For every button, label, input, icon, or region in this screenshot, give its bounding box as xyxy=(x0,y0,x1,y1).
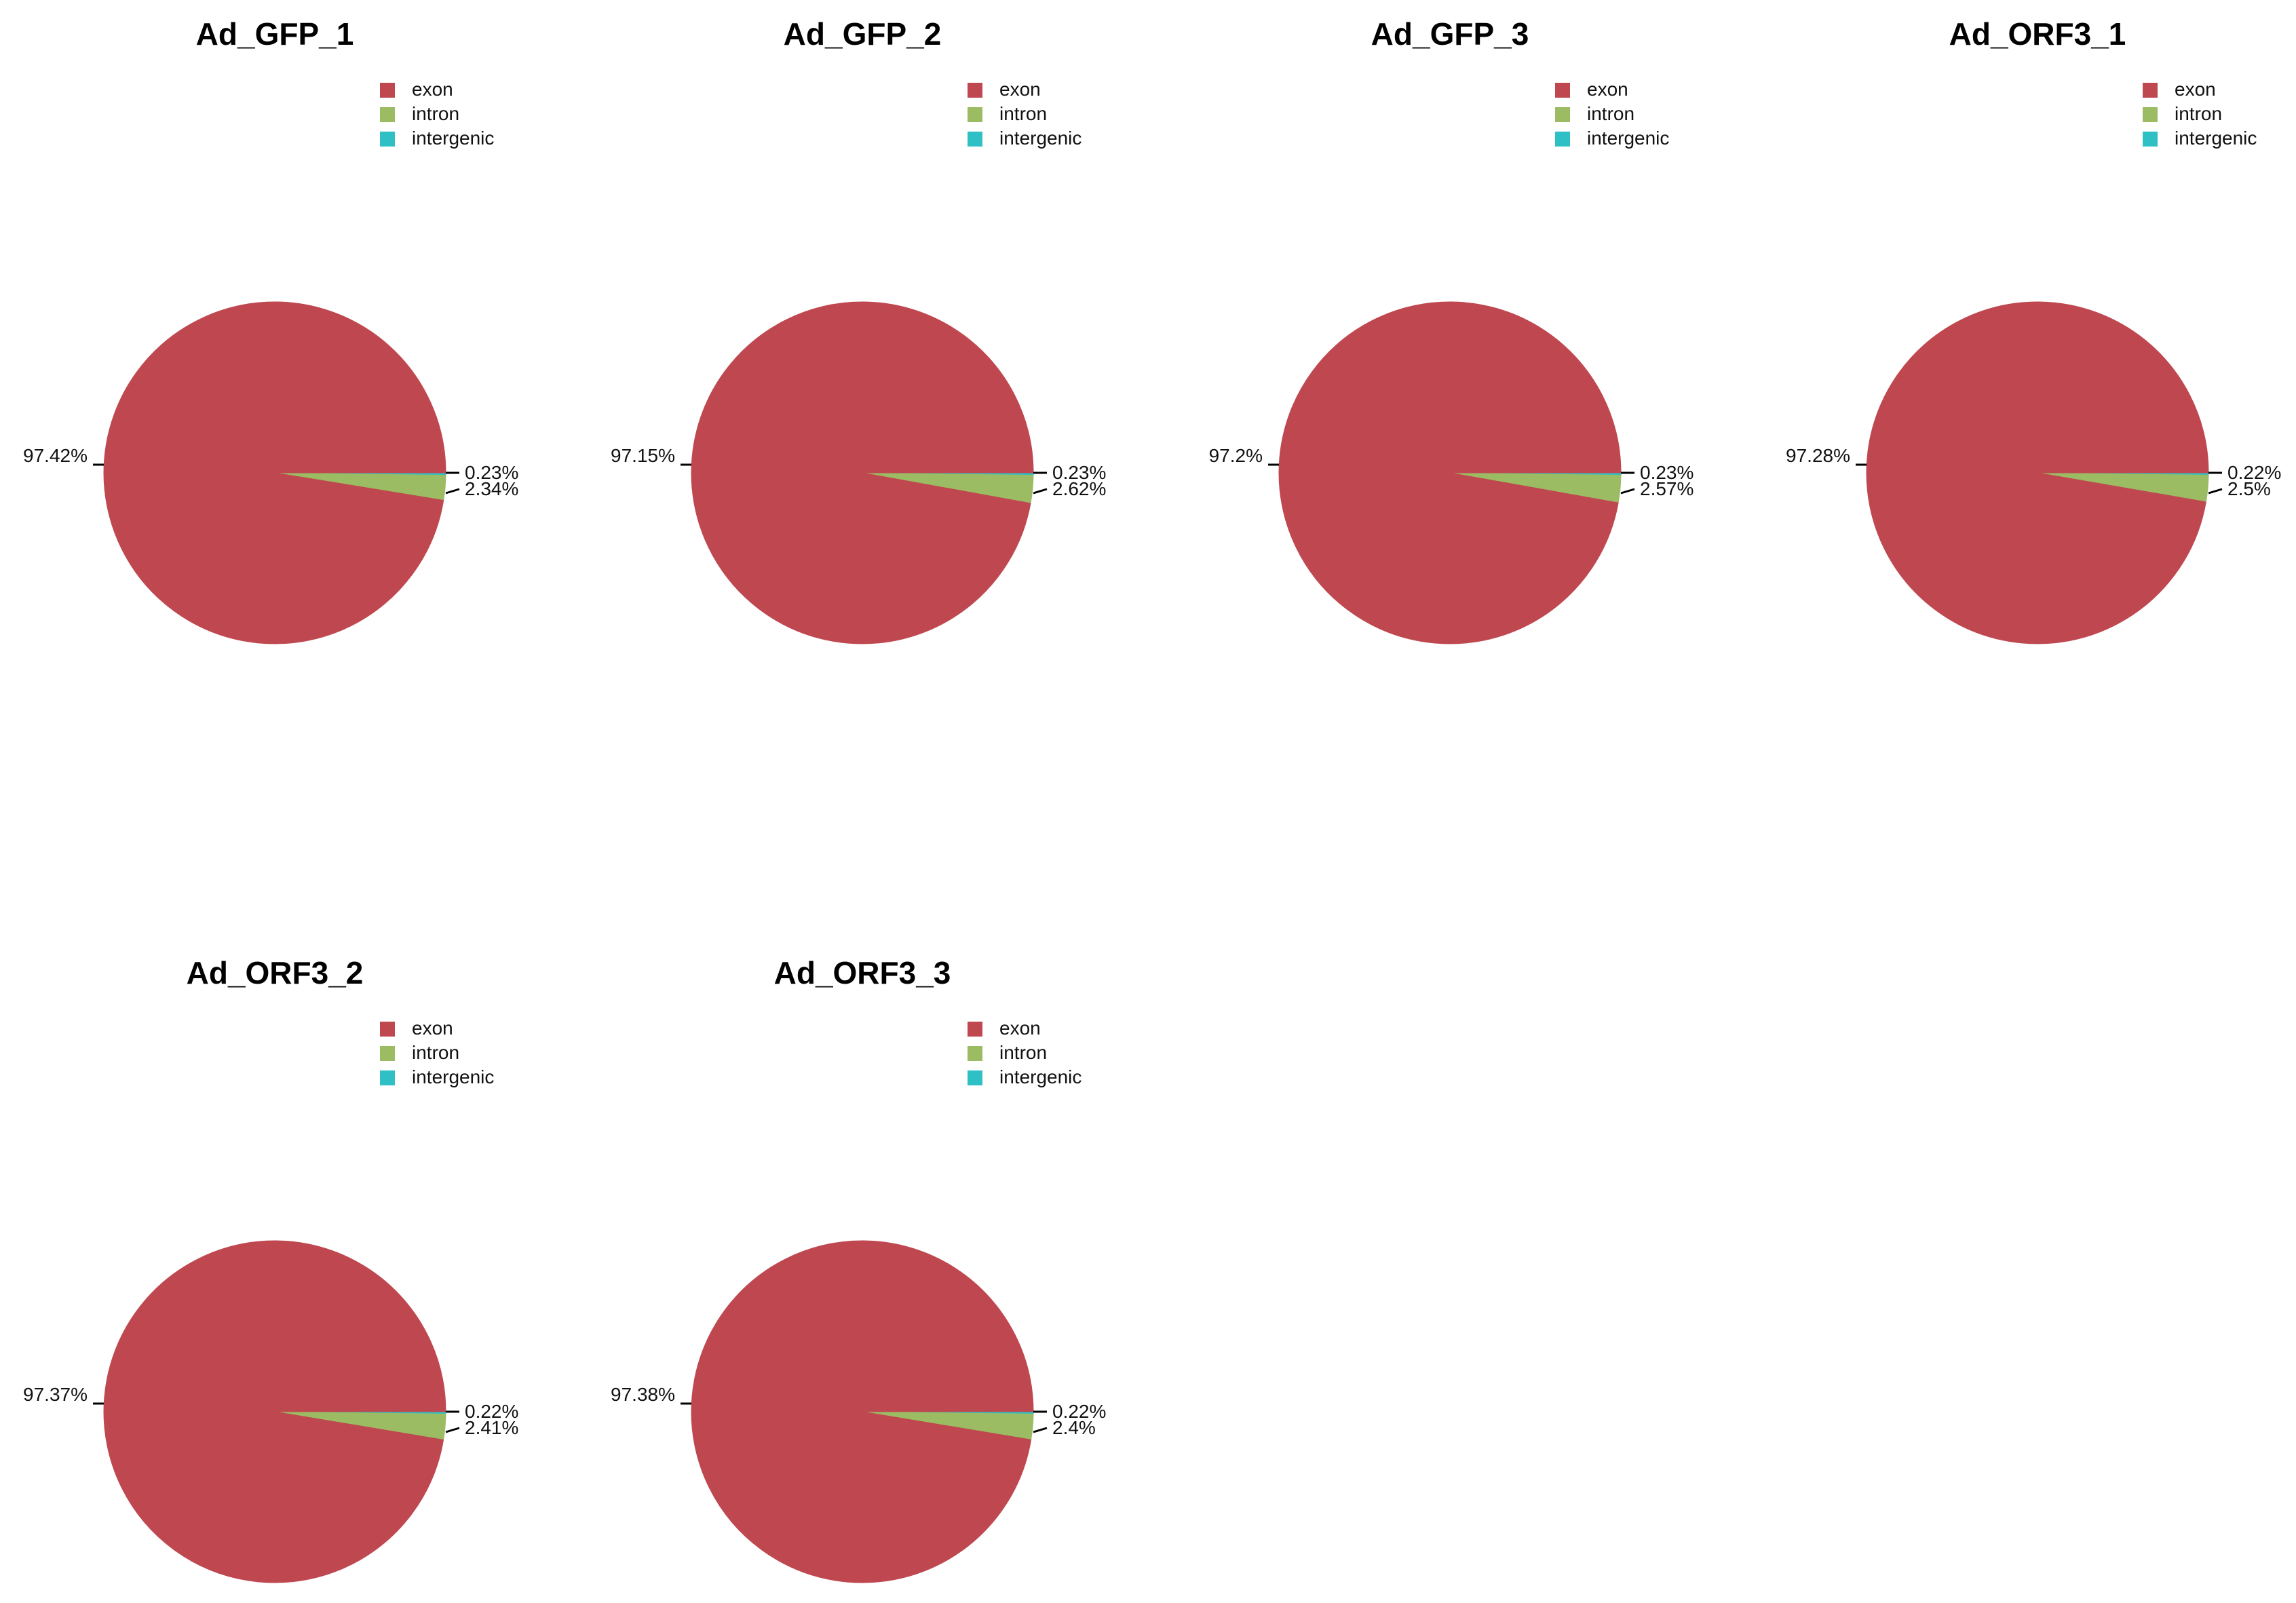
legend-swatch-intergenic xyxy=(2143,132,2158,147)
legend-label-intron: intron xyxy=(999,1042,1047,1063)
legend-swatch-intergenic xyxy=(968,132,982,147)
leader-line-intron xyxy=(1620,488,1635,495)
legend-label-exon: exon xyxy=(1587,79,1628,100)
legend-label-intergenic: intergenic xyxy=(412,128,494,149)
legend-swatch-intergenic xyxy=(380,132,395,147)
pie-slice-exon xyxy=(1866,301,2209,644)
chart-title: Ad_ORF3_2 xyxy=(187,955,364,990)
legend-label-intergenic: intergenic xyxy=(412,1066,494,1087)
pct-label-exon: 97.15% xyxy=(611,445,675,466)
pct-label-exon: 97.37% xyxy=(23,1384,88,1405)
pct-label-intergenic: 0.23% xyxy=(465,462,518,483)
chart-title: Ad_ORF3_3 xyxy=(774,955,951,990)
legend-swatch-exon xyxy=(968,83,982,98)
pct-label-intergenic: 0.23% xyxy=(1052,462,1106,483)
leader-line-intron xyxy=(1033,1427,1048,1433)
legend-label-exon: exon xyxy=(999,79,1041,100)
legend-label-exon: exon xyxy=(999,1018,1041,1039)
legend-swatch-intron xyxy=(380,107,395,122)
pie-slice-exon xyxy=(103,1240,446,1583)
pct-label-intron: 2.5% xyxy=(2227,478,2271,499)
legend-swatch-intergenic xyxy=(968,1070,982,1085)
legend-swatch-intron xyxy=(2143,107,2158,122)
chart-title: Ad_GFP_3 xyxy=(1371,16,1529,52)
pct-label-intron: 2.57% xyxy=(1640,478,1694,499)
legend-swatch-intergenic xyxy=(380,1070,395,1085)
leader-line-intron xyxy=(2208,488,2223,495)
legend-swatch-exon xyxy=(968,1022,982,1037)
leader-line-intron xyxy=(1033,488,1048,495)
legend-label-exon: exon xyxy=(2175,79,2216,100)
chart-title: Ad_GFP_1 xyxy=(196,16,354,52)
legend-label-exon: exon xyxy=(412,1018,453,1039)
legend-label-intron: intron xyxy=(1587,103,1634,124)
legend-swatch-intron xyxy=(380,1046,395,1061)
pie-slice-exon xyxy=(1278,301,1622,644)
legend-swatch-intergenic xyxy=(1555,132,1570,147)
legend-label-intron: intron xyxy=(2175,103,2222,124)
legend-label-exon: exon xyxy=(412,79,453,100)
leader-line-intron xyxy=(445,488,460,495)
legend-swatch-exon xyxy=(380,1022,395,1037)
legend-swatch-exon xyxy=(380,83,395,98)
legend-swatch-intron xyxy=(968,1046,982,1061)
legend-swatch-exon xyxy=(1555,83,1570,98)
leader-line-intron xyxy=(445,1427,460,1433)
legend-label-intergenic: intergenic xyxy=(999,1066,1082,1087)
pie-slice-exon xyxy=(691,301,1034,644)
pct-label-intergenic: 0.22% xyxy=(2227,462,2281,483)
chart-title: Ad_ORF3_1 xyxy=(1949,16,2126,52)
pct-label-intron: 2.34% xyxy=(465,478,518,499)
legend-swatch-intron xyxy=(1555,107,1570,122)
pie-slice-exon xyxy=(691,1240,1034,1583)
pct-label-exon: 97.38% xyxy=(611,1384,675,1405)
legend-swatch-exon xyxy=(2143,83,2158,98)
pct-label-intergenic: 0.23% xyxy=(1640,462,1694,483)
pct-label-intron: 2.62% xyxy=(1052,478,1106,499)
pct-label-exon: 97.42% xyxy=(23,445,88,466)
legend-label-intergenic: intergenic xyxy=(2175,128,2257,149)
legend-label-intron: intron xyxy=(999,103,1047,124)
legend-swatch-intron xyxy=(968,107,982,122)
legend-label-intron: intron xyxy=(412,103,459,124)
pct-label-intron: 2.4% xyxy=(1052,1417,1096,1438)
legend-label-intergenic: intergenic xyxy=(999,128,1082,149)
legend-label-intron: intron xyxy=(412,1042,459,1063)
legend-label-intergenic: intergenic xyxy=(1587,128,1669,149)
pct-label-exon: 97.28% xyxy=(1786,445,1850,466)
pct-label-intron: 2.41% xyxy=(465,1417,518,1438)
chart-title: Ad_GFP_2 xyxy=(784,16,942,52)
pct-label-exon: 97.2% xyxy=(1209,445,1263,466)
pct-label-intergenic: 0.22% xyxy=(1052,1401,1106,1422)
pct-label-intergenic: 0.22% xyxy=(465,1401,518,1422)
pie-slice-exon xyxy=(103,301,446,644)
